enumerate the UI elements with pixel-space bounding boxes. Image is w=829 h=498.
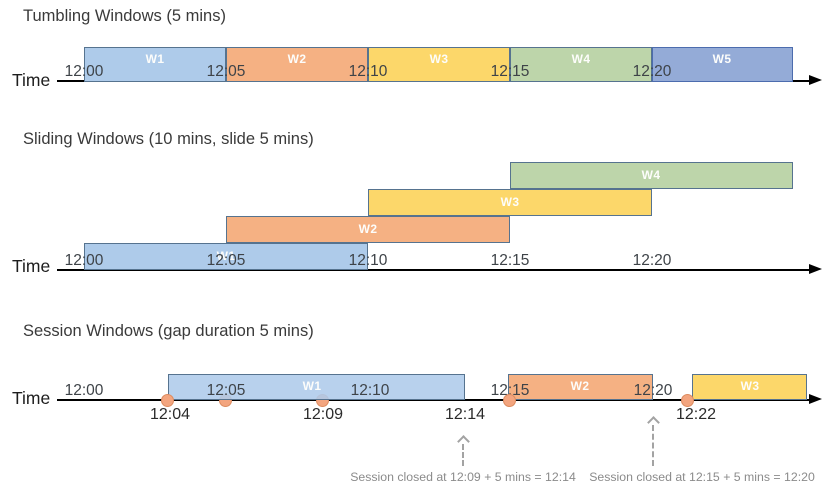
tumbling-window-w1 xyxy=(84,47,226,82)
sliding-section-title: Sliding Windows (10 mins, slide 5 mins) xyxy=(23,130,314,148)
sliding-window-label: W1 xyxy=(216,249,236,263)
sliding-window-label: W2 xyxy=(358,222,378,236)
session-window-label: W2 xyxy=(570,379,590,393)
session-window-label: W1 xyxy=(302,379,322,393)
session-closed-annotation: Session closed at 12:09 + 5 mins = 12:14 xyxy=(350,470,576,484)
dashed-callout-line xyxy=(652,425,654,466)
session-time-axis-label: Time xyxy=(12,388,51,408)
tumbling-window-label: W3 xyxy=(429,52,449,66)
sliding-window-w4 xyxy=(510,162,793,189)
session-window-w1 xyxy=(168,374,465,400)
session-closed-annotation: Session closed at 12:15 + 5 mins = 12:20 xyxy=(589,470,815,484)
session-event-time: 12:09 xyxy=(302,406,344,423)
session-time-axis xyxy=(57,399,812,401)
session-tick: 12:05 xyxy=(206,382,246,399)
tumbling-tick: 12:10 xyxy=(348,63,388,80)
tumbling-window-w2 xyxy=(226,47,368,82)
sliding-window-label: W4 xyxy=(641,168,661,182)
session-tick: 12:20 xyxy=(633,382,673,399)
session-axis-arrowhead-icon xyxy=(809,394,822,404)
session-tick: 12:10 xyxy=(350,382,390,399)
tumbling-tick: 12:20 xyxy=(632,63,672,80)
tumbling-tick: 12:00 xyxy=(64,63,104,80)
sliding-axis-arrowhead-icon xyxy=(809,264,822,274)
session-section-title: Session Windows (gap duration 5 mins) xyxy=(23,322,314,340)
tumbling-window-label: W5 xyxy=(712,52,732,66)
tumbling-window-w3 xyxy=(368,47,510,82)
event-dot xyxy=(681,394,694,407)
sliding-tick: 12:05 xyxy=(206,252,246,269)
tumbling-section-title: Tumbling Windows (5 mins) xyxy=(23,7,226,25)
session-event-time: 12:04 xyxy=(149,406,191,423)
sliding-window-w2 xyxy=(226,216,510,243)
sliding-tick: 12:15 xyxy=(490,252,530,269)
sliding-window-w3 xyxy=(368,189,652,216)
session-event-time: 12:22 xyxy=(675,406,717,423)
event-dot xyxy=(503,394,516,407)
tumbling-tick: 12:05 xyxy=(206,63,246,80)
tumbling-window-label: W2 xyxy=(287,52,307,66)
tumbling-window-w4 xyxy=(510,47,652,82)
session-close-time: 12:14 xyxy=(444,406,486,423)
event-dot xyxy=(161,394,174,407)
sliding-window-w1 xyxy=(84,243,368,270)
session-tick: 12:15 xyxy=(490,382,530,399)
tumbling-window-label: W4 xyxy=(571,52,591,66)
sliding-time-axis-label: Time xyxy=(12,256,51,276)
dashed-callout-line xyxy=(462,444,464,466)
sliding-window-label: W3 xyxy=(500,195,520,209)
sliding-tick: 12:10 xyxy=(348,252,388,269)
sliding-tick: 12:20 xyxy=(632,252,672,269)
session-window-label: W3 xyxy=(740,379,760,393)
tumbling-window-w5 xyxy=(652,47,793,82)
session-tick: 12:00 xyxy=(64,382,104,399)
tumbling-tick: 12:15 xyxy=(490,63,530,80)
sliding-tick: 12:00 xyxy=(64,252,104,269)
session-window-w3 xyxy=(692,374,807,400)
session-window-w2 xyxy=(508,374,653,400)
tumbling-window-label: W1 xyxy=(145,52,165,66)
tumbling-time-axis-label: Time xyxy=(12,70,51,90)
sliding-time-axis xyxy=(57,269,812,271)
tumbling-axis-arrowhead-icon xyxy=(809,75,822,85)
